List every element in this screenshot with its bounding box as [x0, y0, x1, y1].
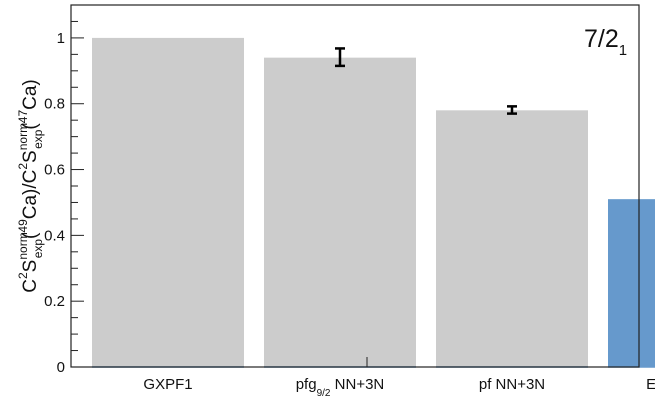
y-tick-label: 0: [57, 359, 65, 376]
y-axis-label: C2Snormexp(49Ca)/C2Snormexp(47Ca): [16, 79, 45, 293]
bar-4: [608, 199, 655, 367]
state-annotation: 7/21: [584, 25, 627, 59]
x-category-label: pfg9/2 NN+3N: [296, 376, 385, 399]
bar-1: [92, 37, 244, 368]
y-tick-label: 0.2: [44, 293, 65, 310]
state-annotation-sub: 1: [619, 42, 627, 59]
bar-2: [264, 57, 416, 368]
y-tick-label: 0.4: [44, 227, 65, 244]
plot-area: 0 0.2 0.4 0.6 0.8 1 GXPF1 pfg9/2 NN+3N pf NN+3N E…: [44, 4, 655, 399]
y-tick-label: 0.6: [44, 162, 65, 179]
bar-3: [436, 110, 588, 368]
state-annotation-main: 7/2: [584, 25, 619, 53]
y-tick-label: 0.8: [44, 96, 65, 113]
y-tick-label: 1: [57, 30, 65, 47]
x-category-label: pf NN+3N: [479, 376, 545, 393]
x-category-label: GXPF1: [143, 376, 192, 393]
x-category-label: Experiment: [646, 376, 655, 393]
y-axis-label-text: C2Snormexp(49Ca)/C2Snormexp(47Ca): [16, 79, 45, 293]
